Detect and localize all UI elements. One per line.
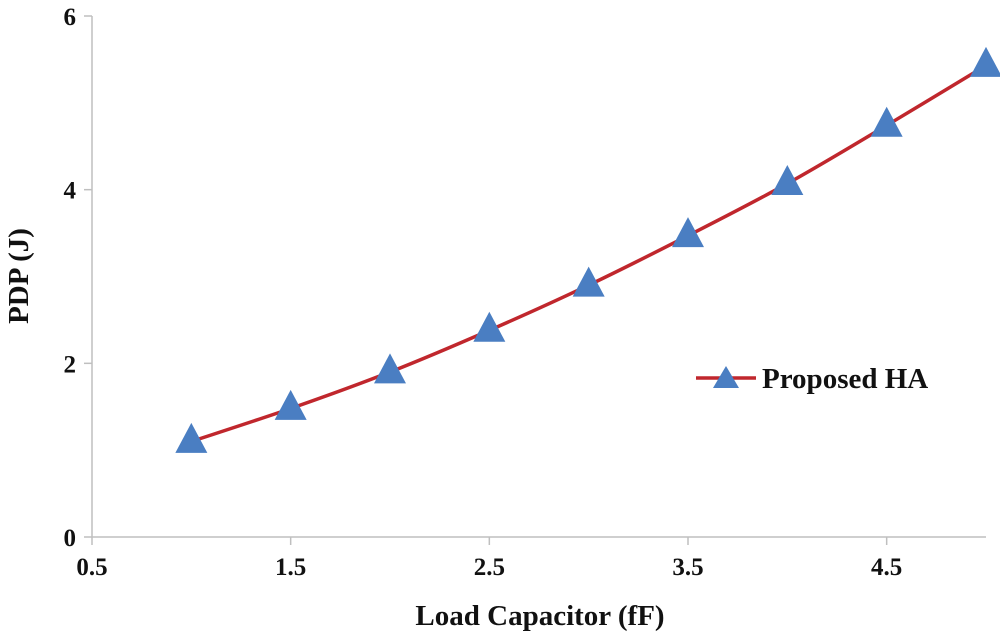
x-tick-label: 3.5 bbox=[672, 554, 703, 581]
data-point-triangle bbox=[175, 422, 208, 453]
axes bbox=[91, 16, 986, 538]
data-point-triangle bbox=[572, 266, 605, 297]
y-tick-label: 0 bbox=[64, 525, 77, 552]
y-tick-label: 2 bbox=[64, 351, 77, 378]
y-tick-label: 4 bbox=[64, 178, 77, 205]
legend-label: Proposed HA bbox=[762, 363, 928, 395]
y-tick-label: 6 bbox=[64, 4, 77, 31]
x-tick-label: 2.5 bbox=[474, 554, 505, 581]
series-layer bbox=[175, 46, 1000, 453]
legend-marker-triangle-icon bbox=[713, 366, 739, 388]
y-axis-title: PDP (J) bbox=[3, 228, 35, 324]
data-point-triangle bbox=[870, 106, 903, 137]
y-axis-ticks: 0 2 4 6 bbox=[64, 4, 92, 552]
legend: Proposed HA bbox=[696, 363, 928, 395]
x-tick-label: 0.5 bbox=[76, 554, 107, 581]
data-point-triangle bbox=[672, 217, 704, 248]
x-axis-title: Load Capacitor (fF) bbox=[415, 600, 664, 632]
data-point-triangle bbox=[274, 389, 307, 420]
data-point-triangle bbox=[473, 311, 506, 342]
data-point-triangle bbox=[771, 164, 804, 195]
data-point-triangle bbox=[970, 46, 1000, 77]
x-axis-ticks: 0.5 1.5 2.5 3.5 4.5 bbox=[76, 537, 902, 581]
x-tick-label: 1.5 bbox=[275, 554, 306, 581]
x-tick-label: 4.5 bbox=[871, 554, 902, 581]
data-point-triangle bbox=[374, 353, 406, 384]
